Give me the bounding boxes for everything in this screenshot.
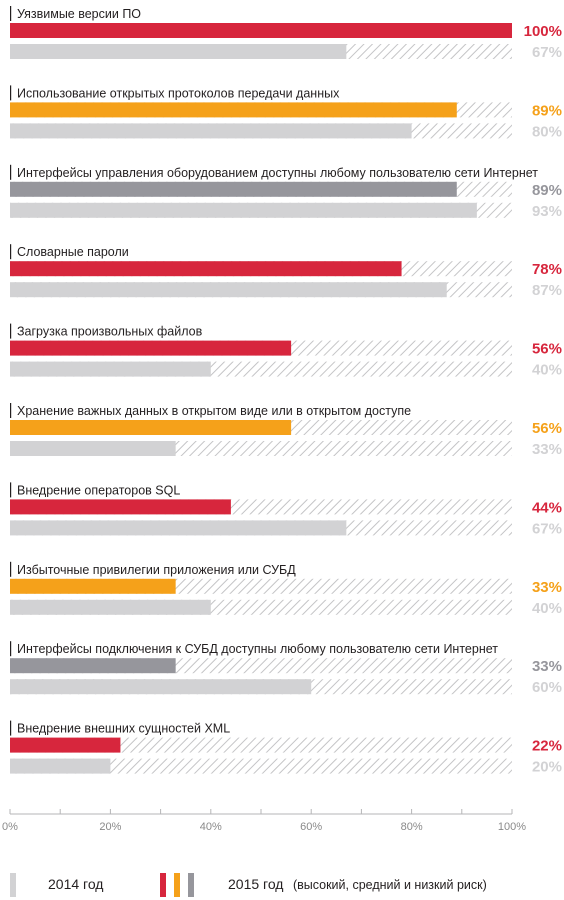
category-row: Внедрение операторов SQL 44% 67% — [10, 482, 562, 537]
label-marker — [10, 641, 12, 657]
bar-2015 — [10, 23, 512, 38]
bar-2014 — [10, 361, 211, 377]
bar-2015 — [10, 181, 457, 197]
x-tick-label: 60% — [300, 821, 322, 833]
category-label: Интерфейсы подключения к СУБД доступны л… — [17, 642, 498, 656]
value-label-2015: 89% — [532, 102, 562, 119]
bar-remainder-2014 — [10, 758, 512, 774]
label-marker — [10, 244, 12, 260]
label-marker — [10, 403, 12, 418]
value-label-2015: 78% — [532, 261, 562, 278]
x-tick-label: 80% — [401, 821, 423, 833]
x-tick-label: 40% — [200, 821, 222, 833]
bar-remainder-2015 — [10, 737, 512, 753]
bar-2015 — [10, 578, 176, 594]
x-tick-label: 0% — [2, 821, 18, 833]
category-row: Интерфейсы подключения к СУБД доступны л… — [10, 641, 562, 696]
bar-2014 — [10, 679, 312, 695]
category-rows: Уязвимые версии ПО 100% 67% Использование о… — [10, 6, 562, 776]
bar-2014 — [10, 441, 176, 456]
value-label-2015: 22% — [532, 738, 562, 755]
bar-2015 — [10, 261, 402, 277]
bar-2014 — [10, 758, 111, 774]
value-label-2015: 33% — [532, 579, 562, 596]
bar-2014 — [10, 520, 347, 536]
category-label: Хранение важных данных в открытом виде и… — [17, 404, 411, 418]
category-label: Внедрение внешних сущностей XML — [17, 722, 230, 736]
value-label-2015: 56% — [532, 341, 562, 358]
legend-risk-note: (высокий, средний и низкий риск) — [293, 878, 487, 892]
label-marker — [10, 720, 12, 736]
category-row: Интерфейсы управления оборудованием дост… — [10, 164, 562, 220]
value-label-2014: 67% — [532, 44, 562, 61]
x-tick-label: 100% — [498, 821, 526, 833]
label-marker — [10, 6, 12, 21]
x-axis: 0% 20% 40% 60% 80% 100% — [2, 809, 526, 833]
label-marker — [10, 164, 12, 180]
label-marker — [10, 85, 12, 101]
value-label-2015: 56% — [532, 420, 562, 437]
value-label-2014: 87% — [532, 282, 562, 299]
value-label-2014: 60% — [532, 679, 562, 696]
bar-2014 — [10, 282, 447, 298]
bar-2015 — [10, 340, 292, 356]
bar-2015 — [10, 420, 292, 435]
legend-swatch-2015-medium — [174, 873, 180, 897]
bar-2015 — [10, 102, 457, 118]
category-row: Уязвимые версии ПО 100% 67% — [10, 6, 562, 61]
bar-2015 — [10, 658, 176, 674]
bar-2014 — [10, 202, 477, 218]
category-row: Загрузка произвольных файлов 56% 40% — [10, 323, 562, 379]
bar-2014 — [10, 44, 347, 59]
value-label-2014: 40% — [532, 600, 562, 617]
legend-year-2015: 2015 год — [228, 876, 283, 892]
category-label: Избыточные привилегии приложения или СУБ… — [17, 563, 296, 577]
category-label: Словарные пароли — [17, 245, 129, 259]
category-label: Загрузка произвольных файлов — [17, 325, 203, 339]
category-row: Словарные пароли 78% 87% — [10, 244, 562, 299]
legend-label-2015: 2015 год (высокий, средний и низкий риск… — [228, 876, 487, 893]
label-marker — [10, 561, 12, 577]
value-label-2014: 93% — [532, 203, 562, 220]
legend-swatch-2014 — [10, 873, 16, 897]
value-label-2015: 33% — [532, 658, 562, 675]
bar-2015 — [10, 737, 121, 753]
value-label-2014: 33% — [532, 441, 562, 458]
category-row: Внедрение внешних сущностей XML 22% 20% — [10, 720, 562, 776]
value-label-2015: 44% — [532, 499, 562, 516]
legend-label-2014: 2014 год — [48, 876, 103, 892]
x-tick-label: 20% — [99, 821, 121, 833]
value-label-2014: 40% — [532, 362, 562, 379]
category-row: Избыточные привилегии приложения или СУБ… — [10, 561, 562, 617]
category-label: Интерфейсы управления оборудованием дост… — [17, 166, 538, 180]
bar-2014 — [10, 599, 211, 615]
category-label: Использование открытых протоколов переда… — [17, 86, 340, 100]
value-label-2015: 100% — [524, 23, 562, 40]
label-marker — [10, 323, 12, 339]
bar-2014 — [10, 123, 412, 139]
category-row: Хранение важных данных в открытом виде и… — [10, 403, 562, 458]
category-label: Внедрение операторов SQL — [17, 483, 180, 497]
legend-swatch-2015-high — [160, 873, 166, 897]
value-label-2015: 89% — [532, 182, 562, 199]
label-marker — [10, 482, 12, 498]
legend-swatch-2015-low — [188, 873, 194, 897]
legend: 2014 год 2015 год (высокий, средний и ни… — [10, 873, 487, 897]
bar-2015 — [10, 499, 231, 515]
category-row: Использование открытых протоколов переда… — [10, 85, 562, 140]
value-label-2014: 20% — [532, 759, 562, 776]
category-label: Уязвимые версии ПО — [17, 7, 141, 21]
value-label-2014: 67% — [532, 520, 562, 537]
value-label-2014: 80% — [532, 123, 562, 140]
